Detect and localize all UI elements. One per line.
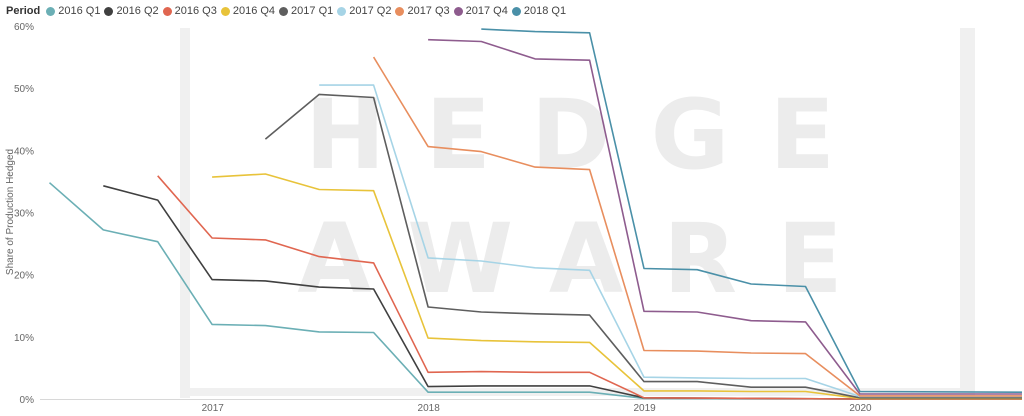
series-line bbox=[428, 38, 1022, 395]
watermark-bar bbox=[180, 28, 190, 398]
legend-item[interactable]: 2017 Q4 bbox=[453, 5, 508, 17]
legend-item[interactable]: 2016 Q1 bbox=[46, 5, 100, 17]
x-axis: 2017 2018 2019 2020 bbox=[40, 399, 1022, 414]
legend-swatch bbox=[162, 6, 172, 16]
x-tick-label: 2018 bbox=[418, 403, 441, 414]
legend-label: 2016 Q3 bbox=[174, 5, 217, 17]
legend-label: 2016 Q4 bbox=[232, 5, 276, 17]
y-tick-label: 40% bbox=[14, 146, 34, 157]
legend-label: 2017 Q2 bbox=[349, 5, 392, 17]
legend-label: 2017 Q4 bbox=[465, 5, 508, 17]
legend-item[interactable]: 2016 Q3 bbox=[162, 5, 217, 17]
y-tick-label: 50% bbox=[14, 84, 34, 95]
legend-label: 2018 Q1 bbox=[523, 5, 567, 17]
series-line bbox=[157, 175, 1022, 400]
series-line bbox=[481, 28, 1023, 393]
legend-label: 2016 Q2 bbox=[116, 5, 159, 17]
y-tick-label: 10% bbox=[14, 333, 34, 344]
y-axis-label: Share of Production Hedged bbox=[5, 149, 16, 275]
legend-swatch bbox=[220, 6, 230, 16]
legend-swatch bbox=[46, 6, 56, 16]
legend-item[interactable]: 2018 Q1 bbox=[511, 5, 567, 17]
series-line bbox=[372, 56, 1022, 397]
legend-label: 2017 Q1 bbox=[291, 5, 334, 17]
x-tick-label: 2020 bbox=[849, 403, 872, 414]
legend-title: Period bbox=[6, 5, 41, 17]
legend-item[interactable]: 2017 Q2 bbox=[337, 5, 391, 17]
legend-swatch bbox=[453, 6, 463, 16]
legend-swatch bbox=[511, 6, 521, 16]
legend-item[interactable]: 2016 Q4 bbox=[220, 5, 276, 17]
legend-item[interactable]: 2017 Q3 bbox=[395, 5, 450, 17]
series-line bbox=[319, 84, 1022, 398]
legend-item[interactable]: 2017 Q1 bbox=[279, 5, 333, 17]
watermark-text: HEDGE bbox=[305, 79, 875, 191]
y-tick-label: 30% bbox=[14, 209, 34, 220]
legend-swatch bbox=[337, 6, 347, 16]
series-line bbox=[264, 93, 1022, 399]
legend-swatch bbox=[104, 6, 114, 16]
watermark-bar bbox=[960, 28, 975, 398]
x-tick-label: 2019 bbox=[633, 403, 656, 414]
series-line bbox=[212, 173, 1022, 400]
chart-legend: Period 2016 Q1 2016 Q2 2016 Q3 2016 Q4 2017 … bbox=[0, 0, 1024, 22]
series-line bbox=[48, 182, 1022, 400]
series-lines bbox=[48, 28, 1023, 400]
legend-swatch bbox=[279, 6, 289, 16]
y-tick-label: 0% bbox=[20, 395, 35, 406]
x-tick-label: 2017 bbox=[202, 403, 225, 414]
y-tick-label: 60% bbox=[14, 22, 34, 33]
legend-swatch bbox=[395, 6, 405, 16]
watermark-text: AWARE bbox=[297, 203, 882, 315]
legend-label: 2016 Q1 bbox=[58, 5, 101, 17]
y-tick-label: 20% bbox=[14, 271, 34, 282]
y-axis: 0% 10% 20% 30% 40% 50% 60% bbox=[14, 22, 34, 406]
legend-label: 2017 Q3 bbox=[407, 5, 450, 17]
legend-item[interactable]: 2016 Q2 bbox=[104, 5, 159, 17]
